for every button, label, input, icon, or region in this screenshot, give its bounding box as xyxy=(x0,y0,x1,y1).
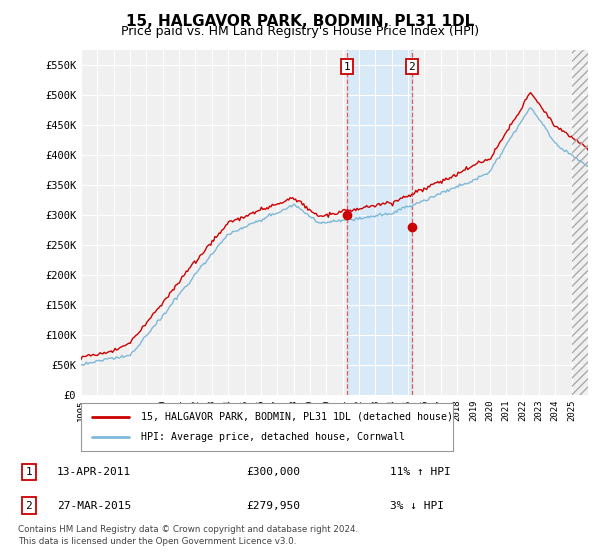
Text: 15, HALGAVOR PARK, BODMIN, PL31 1DL (detached house): 15, HALGAVOR PARK, BODMIN, PL31 1DL (det… xyxy=(140,412,452,422)
Bar xyxy=(572,50,588,395)
Text: 11% ↑ HPI: 11% ↑ HPI xyxy=(390,467,451,477)
Text: 2: 2 xyxy=(409,62,415,72)
Text: £279,950: £279,950 xyxy=(246,501,300,511)
Text: 3% ↓ HPI: 3% ↓ HPI xyxy=(390,501,444,511)
Text: HPI: Average price, detached house, Cornwall: HPI: Average price, detached house, Corn… xyxy=(140,432,404,442)
Text: Contains HM Land Registry data © Crown copyright and database right 2024.
This d: Contains HM Land Registry data © Crown c… xyxy=(18,525,358,546)
Text: £300,000: £300,000 xyxy=(246,467,300,477)
Text: 1: 1 xyxy=(25,467,32,477)
Text: 1: 1 xyxy=(344,62,350,72)
Bar xyxy=(572,35,588,395)
Text: 15, HALGAVOR PARK, BODMIN, PL31 1DL: 15, HALGAVOR PARK, BODMIN, PL31 1DL xyxy=(126,14,474,29)
Text: Price paid vs. HM Land Registry's House Price Index (HPI): Price paid vs. HM Land Registry's House … xyxy=(121,25,479,38)
Text: 2: 2 xyxy=(25,501,32,511)
Text: 27-MAR-2015: 27-MAR-2015 xyxy=(57,501,131,511)
Bar xyxy=(347,50,412,395)
Text: 13-APR-2011: 13-APR-2011 xyxy=(57,467,131,477)
